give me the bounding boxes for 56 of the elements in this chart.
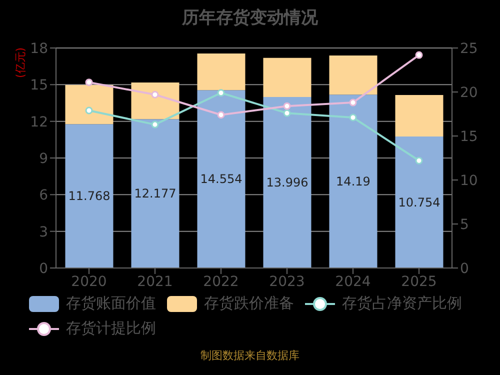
legend-label: 存货占净资产比例 bbox=[342, 294, 462, 313]
text: 制图数据来自数据库 bbox=[200, 348, 300, 363]
y2-tick-label: 0 bbox=[460, 260, 469, 277]
bar bbox=[197, 90, 246, 268]
bar bbox=[197, 53, 246, 90]
point bbox=[415, 156, 423, 164]
y-axis-title: (亿元) bbox=[14, 47, 27, 78]
legend-label: 存货计提比例 bbox=[66, 319, 156, 338]
x-tick-label: 2021 bbox=[137, 274, 173, 290]
x-tick-label: 2020 bbox=[71, 274, 107, 290]
legend-label: 存货账面价值 bbox=[66, 294, 156, 313]
bar bbox=[329, 55, 378, 95]
chart-title: 历年存货变动情况 bbox=[180, 7, 319, 30]
y-tick-label: 6 bbox=[39, 188, 48, 204]
point bbox=[349, 114, 357, 122]
x-tick-label: 2025 bbox=[401, 274, 437, 290]
x-tick-label: 2022 bbox=[203, 274, 239, 290]
bar bbox=[131, 119, 180, 268]
point bbox=[151, 90, 159, 98]
y-tick-label: 18 bbox=[30, 40, 48, 57]
x-tick-label: 2024 bbox=[335, 274, 371, 290]
data-label: 13.996 bbox=[266, 175, 308, 190]
bar bbox=[395, 95, 444, 137]
bar bbox=[329, 94, 378, 268]
point bbox=[85, 106, 93, 114]
bar bbox=[65, 85, 114, 124]
y-tick-label: 3 bbox=[39, 224, 48, 240]
bar bbox=[395, 136, 444, 268]
y2-tick-label: 20 bbox=[460, 84, 478, 101]
point bbox=[283, 102, 291, 110]
y-tick-label: 0 bbox=[39, 260, 48, 277]
bar bbox=[65, 124, 114, 268]
y2-tick-label: 15 bbox=[460, 128, 478, 145]
bar bbox=[131, 82, 180, 120]
x-tick-label: 2023 bbox=[269, 274, 305, 290]
point bbox=[217, 111, 225, 119]
point bbox=[283, 109, 291, 117]
legend-label: 存货跌价准备 bbox=[204, 294, 294, 313]
point bbox=[217, 89, 225, 97]
data-label: 14.19 bbox=[336, 174, 370, 188]
bar bbox=[263, 96, 312, 268]
point bbox=[151, 120, 159, 128]
data-label: 10.754 bbox=[398, 195, 440, 210]
bar bbox=[263, 58, 312, 97]
y-tick-label: 15 bbox=[30, 78, 48, 94]
y2-tick-label: 5 bbox=[460, 216, 469, 233]
y-tick-label: 12 bbox=[30, 114, 48, 130]
y2-tick-label: 10 bbox=[460, 172, 478, 189]
y-tick-label: 9 bbox=[39, 150, 48, 167]
point bbox=[85, 78, 93, 86]
data-label: 11.768 bbox=[68, 189, 110, 204]
data-label: 12.177 bbox=[134, 186, 176, 201]
y2-tick-label: 25 bbox=[460, 40, 478, 57]
data-label: 14.554 bbox=[200, 172, 242, 186]
point bbox=[415, 51, 423, 59]
point bbox=[349, 98, 357, 106]
